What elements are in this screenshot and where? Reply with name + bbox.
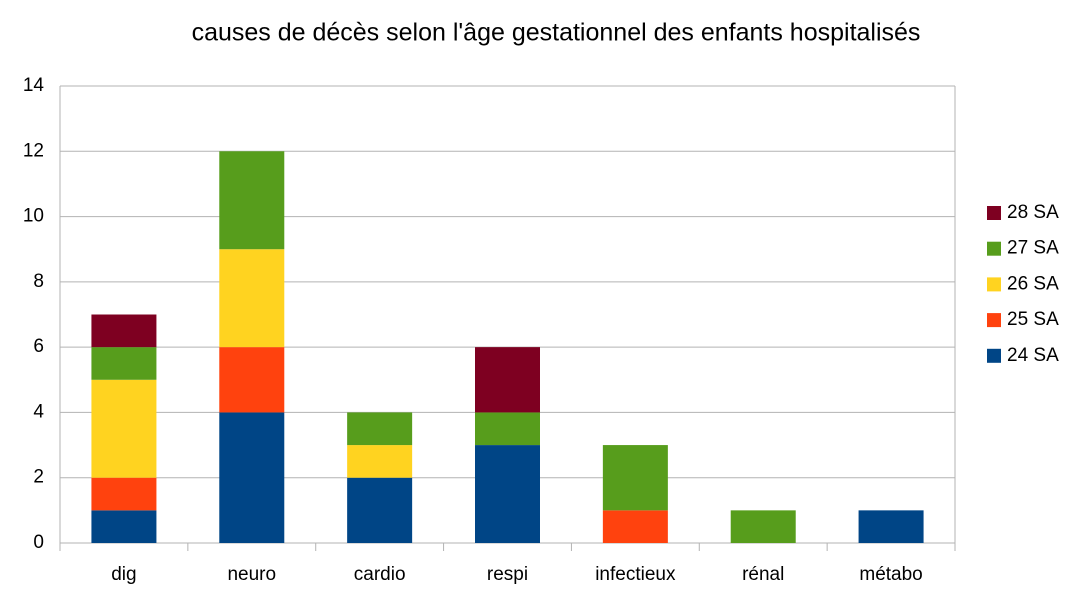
bar-segment — [91, 347, 157, 380]
bar-segment — [602, 510, 668, 543]
bar-segment — [219, 347, 285, 413]
bar-segment — [475, 347, 540, 413]
y-tick-label: 8 — [33, 271, 44, 292]
bar-segment — [347, 412, 413, 446]
y-tick-label: 14 — [23, 75, 45, 96]
legend-swatch — [987, 277, 1001, 292]
x-tick-label: neuro — [227, 564, 276, 585]
y-tick-label: 12 — [23, 140, 44, 161]
bar-segment — [730, 510, 796, 543]
legend-swatch — [987, 241, 1001, 256]
x-tick-label: rénal — [742, 564, 784, 585]
chart-title: causes de décès selon l'âge gestationnel… — [192, 19, 921, 47]
x-tick-label: cardio — [354, 564, 406, 585]
x-tick-label: métabo — [859, 564, 922, 585]
x-tick-label: dig — [111, 564, 136, 585]
bar-segment — [219, 151, 285, 250]
y-tick-label: 10 — [23, 206, 44, 227]
legend-swatch — [987, 348, 1001, 363]
legend-label: 25 SA — [1007, 309, 1059, 330]
bar-segment — [475, 412, 540, 446]
legend-label: 28 SA — [1007, 202, 1059, 223]
bar-segment — [602, 445, 668, 511]
x-tick-label: infectieux — [595, 564, 676, 585]
bar-segment — [475, 445, 540, 543]
y-tick-label: 2 — [33, 467, 44, 488]
x-tick-label: respi — [487, 564, 528, 585]
y-tick-label: 0 — [33, 532, 44, 553]
bar-segment — [91, 314, 157, 348]
legend-label: 27 SA — [1007, 238, 1059, 259]
y-tick-label: 4 — [33, 401, 44, 422]
bar-segment — [858, 510, 924, 543]
bar-segment — [91, 510, 157, 543]
legend-swatch — [987, 313, 1001, 328]
y-tick-label: 6 — [33, 336, 44, 357]
legend-label: 24 SA — [1007, 345, 1059, 366]
bar-segment — [347, 445, 413, 478]
bar-segment — [219, 412, 285, 543]
legend-swatch — [987, 206, 1001, 220]
bar-segment — [91, 477, 157, 511]
bar-segment — [219, 249, 285, 348]
bar-segment — [347, 477, 413, 543]
legend-label: 26 SA — [1007, 273, 1059, 294]
bar-segment — [91, 379, 157, 478]
